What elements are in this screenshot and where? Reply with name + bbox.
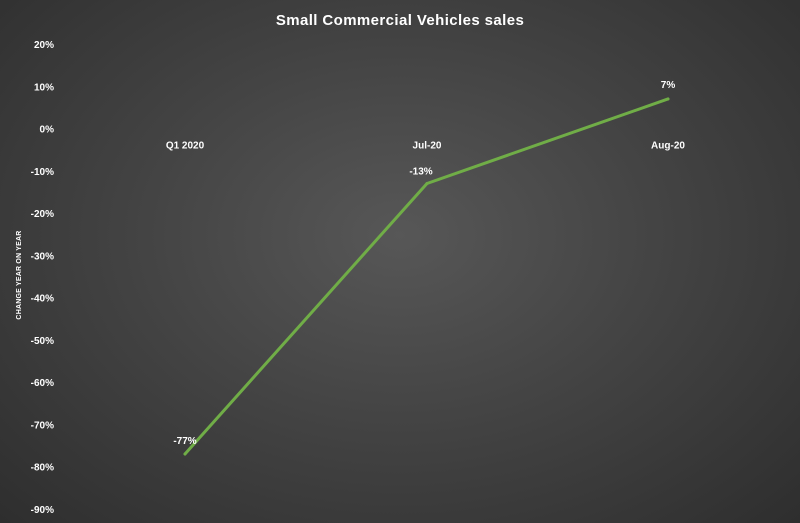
data-label: -13% bbox=[409, 167, 432, 178]
chart-title: Small Commercial Vehicles sales bbox=[276, 12, 524, 29]
y-tick-label: 20% bbox=[34, 40, 54, 51]
y-tick-label: -80% bbox=[31, 463, 54, 474]
y-tick-label: -30% bbox=[31, 251, 54, 262]
y-tick-label: -90% bbox=[31, 505, 54, 516]
y-tick-label: -10% bbox=[31, 167, 54, 178]
x-category-label: Jul-20 bbox=[413, 141, 442, 152]
y-tick-label: -70% bbox=[31, 420, 54, 431]
y-tick-label: 10% bbox=[34, 82, 54, 93]
x-category-label: Q1 2020 bbox=[166, 141, 205, 152]
data-label: -77% bbox=[173, 436, 196, 447]
data-point bbox=[183, 452, 187, 456]
y-tick-label: -20% bbox=[31, 209, 54, 220]
series-line bbox=[183, 97, 670, 456]
y-tick-label: -50% bbox=[31, 336, 54, 347]
x-axis-categories: Q1 2020 Jul-20 Aug-20 bbox=[166, 141, 686, 152]
y-axis-label: CHANGE YEAR ON YEAR bbox=[16, 230, 23, 319]
data-label: 7% bbox=[661, 80, 676, 91]
y-tick-label: -40% bbox=[31, 294, 54, 305]
data-labels: -77% -13% 7% bbox=[173, 80, 675, 447]
y-tick-label: 0% bbox=[40, 125, 55, 136]
data-point bbox=[666, 97, 670, 101]
x-category-label: Aug-20 bbox=[651, 141, 685, 152]
data-point bbox=[425, 182, 429, 185]
series-group bbox=[183, 97, 670, 456]
y-tick-label: -60% bbox=[31, 378, 54, 389]
y-axis: 20% 10% 0% -10% -20% -30% -40% -50% -60% -70% -80%… bbox=[31, 40, 54, 516]
